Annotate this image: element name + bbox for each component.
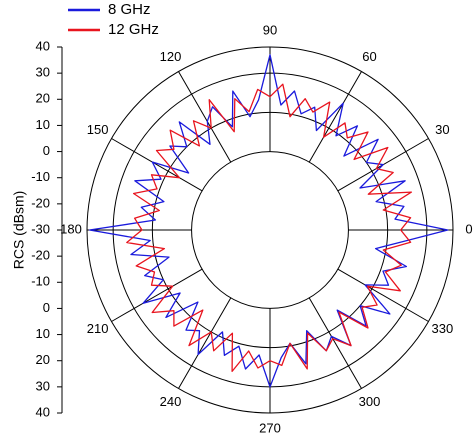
y-axis-label: RCS (dBsm) bbox=[11, 191, 27, 270]
legend-label: 12 GHz bbox=[108, 21, 159, 38]
spoke bbox=[337, 268, 429, 322]
y-tick-label: 40 bbox=[36, 404, 50, 419]
y-tick-label: -10 bbox=[31, 274, 50, 289]
y-tick-label: 0 bbox=[43, 143, 50, 158]
angle-label: 270 bbox=[259, 420, 281, 434]
spoke bbox=[308, 297, 362, 389]
spoke bbox=[111, 268, 203, 322]
angle-label: 300 bbox=[359, 394, 381, 409]
y-tick-label: 10 bbox=[36, 326, 50, 341]
y-tick-label: -10 bbox=[31, 169, 50, 184]
grid-ring bbox=[191, 151, 349, 309]
y-tick-label: 10 bbox=[36, 117, 50, 132]
angle-label: 0 bbox=[465, 221, 472, 236]
spoke bbox=[111, 138, 203, 192]
angle-label: 240 bbox=[160, 394, 182, 409]
angle-label: 90 bbox=[263, 22, 277, 37]
series-line bbox=[88, 54, 449, 388]
spoke bbox=[308, 71, 362, 163]
spoke bbox=[178, 71, 232, 163]
angle-label: 210 bbox=[87, 321, 109, 336]
y-tick-label: 30 bbox=[36, 65, 50, 80]
angle-label: 150 bbox=[87, 122, 109, 137]
angle-label: 60 bbox=[362, 49, 376, 64]
y-tick-label: -20 bbox=[31, 195, 50, 210]
y-tick-label: 20 bbox=[36, 352, 50, 367]
y-tick-label: 20 bbox=[36, 91, 50, 106]
angle-label: 330 bbox=[431, 321, 453, 336]
angle-label: 30 bbox=[435, 122, 449, 137]
angle-label: 120 bbox=[160, 49, 182, 64]
y-tick-label: -30 bbox=[31, 221, 50, 236]
y-tick-label: -20 bbox=[31, 248, 50, 263]
y-tick-label: 0 bbox=[43, 300, 50, 315]
y-tick-label: 40 bbox=[36, 38, 50, 53]
spoke bbox=[178, 297, 232, 389]
series-line bbox=[126, 83, 413, 373]
angle-label: 180 bbox=[60, 221, 82, 236]
y-tick-label: 30 bbox=[36, 378, 50, 393]
legend-label: 8 GHz bbox=[108, 1, 151, 18]
